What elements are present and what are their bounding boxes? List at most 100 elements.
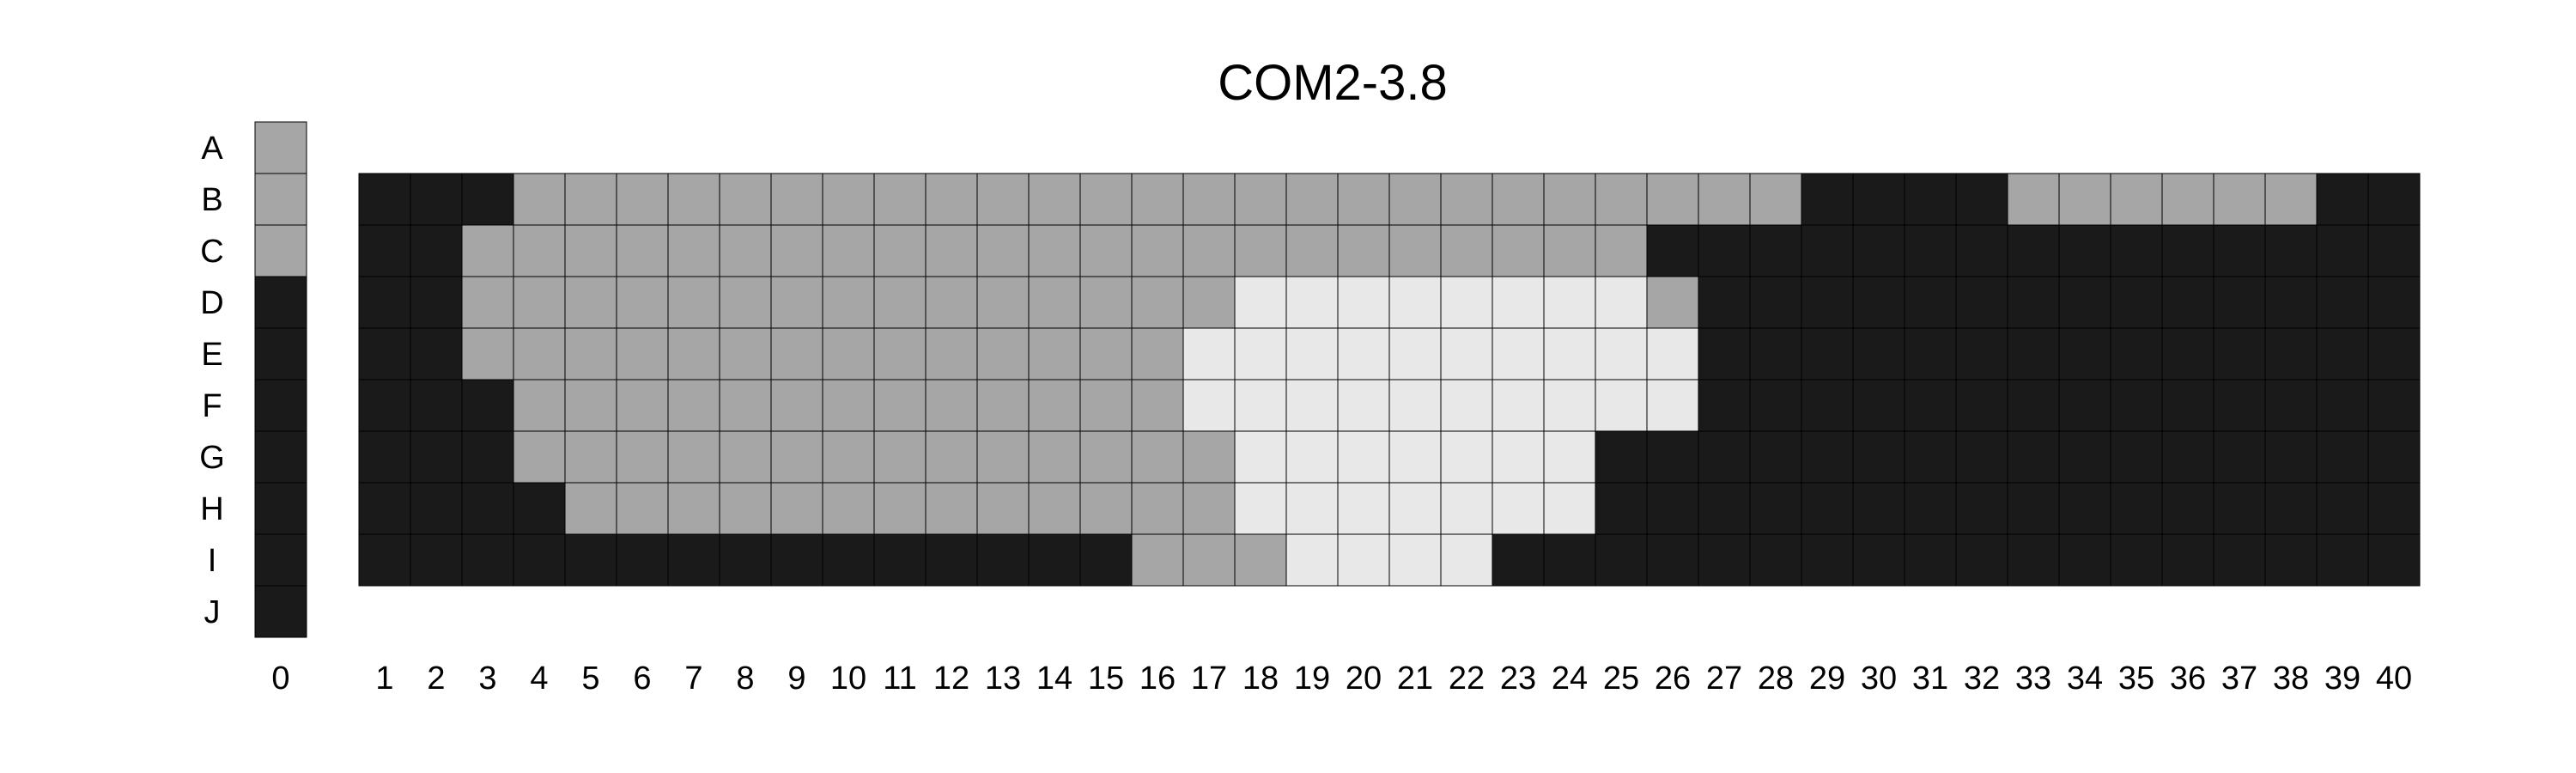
column-label-4: 4 — [530, 660, 548, 697]
heatmap-cell-H10 — [822, 482, 875, 535]
heatmap-cell-H12 — [925, 482, 978, 535]
heatmap-cell-I11 — [873, 533, 927, 587]
heatmap-cell-B13 — [976, 173, 1030, 226]
column-label-24: 24 — [1552, 660, 1588, 697]
heatmap-cell-G34 — [2058, 430, 2111, 484]
heatmap-cell-D18 — [1234, 276, 1287, 329]
column-label-0: 0 — [271, 660, 289, 697]
heatmap-cell-E9 — [770, 327, 823, 380]
heatmap-cell-G30 — [1852, 430, 1905, 484]
heatmap-cell-I14 — [1028, 533, 1081, 587]
heatmap-cell-F30 — [1852, 379, 1905, 432]
heatmap-cell-B30 — [1852, 173, 1905, 226]
column-label-40: 40 — [2376, 660, 2412, 697]
heatmap-cell-C8 — [719, 224, 772, 277]
heatmap-cell-C9 — [770, 224, 823, 277]
heatmap-cell-C3 — [461, 224, 514, 277]
heatmap-cell-D12 — [925, 276, 978, 329]
heatmap-cell-H4 — [513, 482, 566, 535]
heatmap-cell-F31 — [1904, 379, 1957, 432]
column-label-9: 9 — [787, 660, 805, 697]
heatmap-cell-G31 — [1904, 430, 1957, 484]
heatmap-cell-I16 — [1131, 533, 1184, 587]
heatmap-cell-D24 — [1543, 276, 1596, 329]
heatmap-cell-B15 — [1079, 173, 1133, 226]
heatmap-cell-B1 — [358, 173, 411, 226]
heatmap-cell-F23 — [1492, 379, 1545, 432]
heatmap-cell-H24 — [1543, 482, 1596, 535]
heatmap-cell-B27 — [1698, 173, 1751, 226]
heatmap-cell-D33 — [2007, 276, 2060, 329]
heatmap-cell-C4 — [513, 224, 566, 277]
heatmap-cell-C35 — [2110, 224, 2163, 277]
heatmap-cell-B17 — [1182, 173, 1236, 226]
heatmap-cell-C5 — [564, 224, 617, 277]
heatmap-cell-G27 — [1698, 430, 1751, 484]
reference-cell-E — [254, 327, 307, 380]
heatmap-cell-G16 — [1131, 430, 1184, 484]
heatmap-cell-I5 — [564, 533, 617, 587]
heatmap-cell-G9 — [770, 430, 823, 484]
reference-cell-I — [254, 533, 307, 587]
heatmap-cell-D5 — [564, 276, 617, 329]
heatmap-cell-C22 — [1440, 224, 1493, 277]
row-label-F: F — [202, 388, 222, 424]
heatmap-cell-E35 — [2110, 327, 2163, 380]
heatmap-cell-C40 — [2367, 224, 2421, 277]
heatmap-cell-D34 — [2058, 276, 2111, 329]
heatmap-cell-H14 — [1028, 482, 1081, 535]
heatmap-cell-D3 — [461, 276, 514, 329]
heatmap-cell-H27 — [1698, 482, 1751, 535]
column-label-33: 33 — [2015, 660, 2051, 697]
heatmap-cell-B5 — [564, 173, 617, 226]
heatmap-cell-H28 — [1749, 482, 1802, 535]
heatmap-cell-G38 — [2264, 430, 2318, 484]
heatmap-cell-C19 — [1285, 224, 1339, 277]
heatmap-cell-H32 — [1955, 482, 2008, 535]
row-label-J: J — [204, 594, 221, 630]
heatmap-cell-E22 — [1440, 327, 1493, 380]
column-label-5: 5 — [581, 660, 599, 697]
heatmap-cell-H29 — [1801, 482, 1854, 535]
heatmap-cell-D38 — [2264, 276, 2318, 329]
heatmap-cell-D20 — [1337, 276, 1390, 329]
heatmap-cell-G3 — [461, 430, 514, 484]
heatmap-cell-I13 — [976, 533, 1030, 587]
heatmap-cell-I30 — [1852, 533, 1905, 587]
heatmap-cell-F10 — [822, 379, 875, 432]
heatmap-cell-D9 — [770, 276, 823, 329]
heatmap-cell-G35 — [2110, 430, 2163, 484]
heatmap-cell-E10 — [822, 327, 875, 380]
heatmap-cell-B37 — [2213, 173, 2266, 226]
heatmap-cell-D11 — [873, 276, 927, 329]
heatmap-cell-C39 — [2316, 224, 2369, 277]
heatmap-cell-G39 — [2316, 430, 2369, 484]
heatmap-cell-E31 — [1904, 327, 1957, 380]
row-label-B: B — [201, 182, 222, 218]
heatmap-cell-B6 — [616, 173, 669, 226]
heatmap-cell-B32 — [1955, 173, 2008, 226]
heatmap-cell-F26 — [1646, 379, 1699, 432]
heatmap-cell-E12 — [925, 327, 978, 380]
row-label-H: H — [200, 491, 223, 527]
heatmap-cell-B16 — [1131, 173, 1184, 226]
heatmap-cell-C31 — [1904, 224, 1957, 277]
heatmap-cell-H37 — [2213, 482, 2266, 535]
heatmap-cell-H3 — [461, 482, 514, 535]
heatmap-cell-E28 — [1749, 327, 1802, 380]
column-label-37: 37 — [2221, 660, 2257, 697]
column-label-22: 22 — [1449, 660, 1485, 697]
heatmap-cell-G36 — [2161, 430, 2215, 484]
heatmap-cell-E21 — [1388, 327, 1442, 380]
column-label-14: 14 — [1036, 660, 1072, 697]
heatmap-cell-I10 — [822, 533, 875, 587]
heatmap-cell-G19 — [1285, 430, 1339, 484]
column-label-21: 21 — [1397, 660, 1433, 697]
heatmap-cell-E6 — [616, 327, 669, 380]
heatmap-cell-H9 — [770, 482, 823, 535]
heatmap-cell-C26 — [1646, 224, 1699, 277]
heatmap-cell-F17 — [1182, 379, 1236, 432]
heatmap-cell-I2 — [410, 533, 463, 587]
column-label-31: 31 — [1912, 660, 1948, 697]
heatmap-cell-F15 — [1079, 379, 1133, 432]
